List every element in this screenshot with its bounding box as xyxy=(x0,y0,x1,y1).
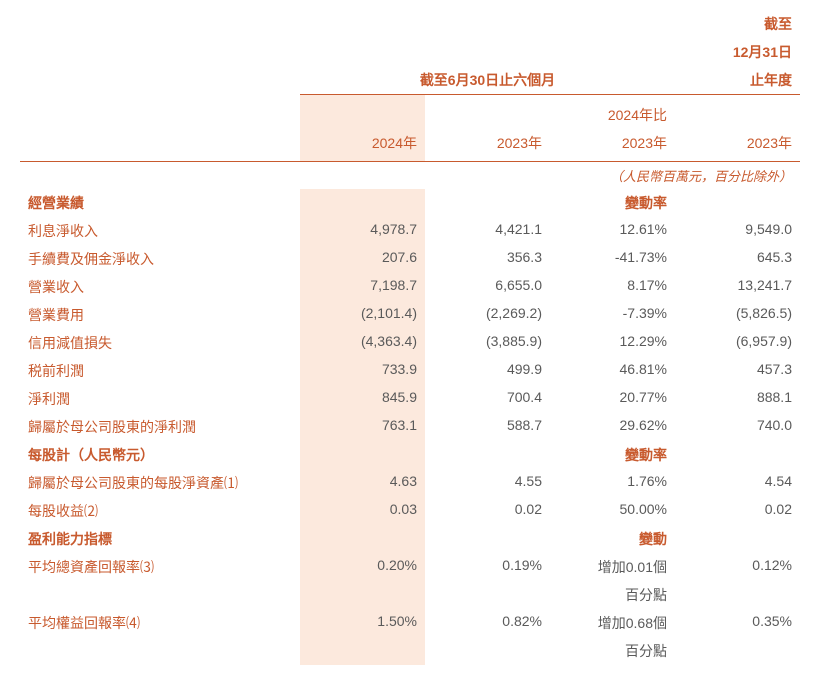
cell: -7.39% xyxy=(550,301,675,329)
cell: 1.50% xyxy=(300,609,425,637)
cell: 46.81% xyxy=(550,357,675,385)
table-row: 手續費及佣金淨收入 207.6 356.3 -41.73% 645.3 xyxy=(20,245,800,273)
hdr-top-right-1: 截至 xyxy=(675,10,800,38)
financial-table: 截至 12月31日 截至6月30日止六個月 止年度 2024年比 2024年 2… xyxy=(20,10,800,665)
change-rate-1: 變動率 xyxy=(550,189,675,217)
cell: 20.77% xyxy=(550,385,675,413)
row-label: 手續費及佣金淨收入 xyxy=(20,245,300,273)
cell: 4,421.1 xyxy=(425,217,550,245)
cell: 0.02 xyxy=(425,497,550,525)
table-row: 淨利潤 845.9 700.4 20.77% 888.1 xyxy=(20,385,800,413)
row-label: 營業收入 xyxy=(20,273,300,301)
cell: 0.03 xyxy=(300,497,425,525)
cell: 0.35% xyxy=(675,609,800,637)
cell: 增加0.01個 xyxy=(550,553,675,581)
hdr-2024: 2024年 xyxy=(300,129,425,162)
cell: 763.1 xyxy=(300,413,425,441)
cell: 1.76% xyxy=(550,469,675,497)
table-row: 百分點 xyxy=(20,581,800,609)
section-operating: 經營業績 xyxy=(20,189,300,217)
row-label: 利息淨收入 xyxy=(20,217,300,245)
cell: 0.82% xyxy=(425,609,550,637)
cell: (5,826.5) xyxy=(675,301,800,329)
cell: 12.61% xyxy=(550,217,675,245)
table-row: 歸屬於母公司股東的每股淨資產⑴ 4.63 4.55 1.76% 4.54 xyxy=(20,469,800,497)
unit-note: （人民幣百萬元，百分比除外） xyxy=(300,161,800,189)
cell: (6,957.9) xyxy=(675,329,800,357)
hdr-six-months: 截至6月30日止六個月 xyxy=(300,66,675,95)
cell: 6,655.0 xyxy=(425,273,550,301)
hdr-change-1: 2024年比 xyxy=(550,101,675,129)
row-label: 平均總資產回報率⑶ xyxy=(20,553,300,581)
cell: (3,885.9) xyxy=(425,329,550,357)
cell: 12.29% xyxy=(550,329,675,357)
change-label: 變動 xyxy=(550,525,675,553)
table-row: 平均總資產回報率⑶ 0.20% 0.19% 增加0.01個 0.12% xyxy=(20,553,800,581)
table-row: 每股收益⑵ 0.03 0.02 50.00% 0.02 xyxy=(20,497,800,525)
row-label: 歸屬於母公司股東的淨利潤 xyxy=(20,413,300,441)
cell: 8.17% xyxy=(550,273,675,301)
cell: 740.0 xyxy=(675,413,800,441)
hdr-2023: 2023年 xyxy=(425,129,550,162)
table-row: 營業費用 (2,101.4) (2,269.2) -7.39% (5,826.5… xyxy=(20,301,800,329)
table-row: 平均權益回報率⑷ 1.50% 0.82% 增加0.68個 0.35% xyxy=(20,609,800,637)
cell: 0.12% xyxy=(675,553,800,581)
cell: 7,198.7 xyxy=(300,273,425,301)
cell: 百分點 xyxy=(550,637,675,665)
cell: 588.7 xyxy=(425,413,550,441)
row-label: 淨利潤 xyxy=(20,385,300,413)
table-row: 營業收入 7,198.7 6,655.0 8.17% 13,241.7 xyxy=(20,273,800,301)
hdr-year-end: 止年度 xyxy=(675,66,800,95)
cell: 0.19% xyxy=(425,553,550,581)
change-rate-2: 變動率 xyxy=(550,441,675,469)
cell: 700.4 xyxy=(425,385,550,413)
row-label: 信用減值損失 xyxy=(20,329,300,357)
section-per-share: 每股計（人民幣元） xyxy=(20,441,300,469)
table-row: 税前利潤 733.9 499.9 46.81% 457.3 xyxy=(20,357,800,385)
row-label: 營業費用 xyxy=(20,301,300,329)
hdr-change-2: 2023年 xyxy=(550,129,675,162)
cell: 4.55 xyxy=(425,469,550,497)
row-label: 歸屬於母公司股東的每股淨資產⑴ xyxy=(20,469,300,497)
cell: 0.20% xyxy=(300,553,425,581)
cell: (2,101.4) xyxy=(300,301,425,329)
cell: 百分點 xyxy=(550,581,675,609)
cell: 733.9 xyxy=(300,357,425,385)
section-profitability: 盈利能力指標 xyxy=(20,525,300,553)
cell: 0.02 xyxy=(675,497,800,525)
cell: 356.3 xyxy=(425,245,550,273)
cell: 888.1 xyxy=(675,385,800,413)
hdr-fy2023: 2023年 xyxy=(675,129,800,162)
cell: 9,549.0 xyxy=(675,217,800,245)
cell: 207.6 xyxy=(300,245,425,273)
cell: 增加0.68個 xyxy=(550,609,675,637)
cell: 50.00% xyxy=(550,497,675,525)
cell: 845.9 xyxy=(300,385,425,413)
cell: (2,269.2) xyxy=(425,301,550,329)
cell: 4.54 xyxy=(675,469,800,497)
cell: 29.62% xyxy=(550,413,675,441)
table-row: 歸屬於母公司股東的淨利潤 763.1 588.7 29.62% 740.0 xyxy=(20,413,800,441)
cell: 645.3 xyxy=(675,245,800,273)
cell: (4,363.4) xyxy=(300,329,425,357)
row-label: 每股收益⑵ xyxy=(20,497,300,525)
hdr-top-right-2: 12月31日 xyxy=(675,38,800,66)
row-label: 税前利潤 xyxy=(20,357,300,385)
row-label: 平均權益回報率⑷ xyxy=(20,609,300,637)
cell: 4.63 xyxy=(300,469,425,497)
cell: 457.3 xyxy=(675,357,800,385)
table-row: 利息淨收入 4,978.7 4,421.1 12.61% 9,549.0 xyxy=(20,217,800,245)
cell: 13,241.7 xyxy=(675,273,800,301)
table-row: 百分點 xyxy=(20,637,800,665)
table-row: 信用減值損失 (4,363.4) (3,885.9) 12.29% (6,957… xyxy=(20,329,800,357)
cell: -41.73% xyxy=(550,245,675,273)
cell: 4,978.7 xyxy=(300,217,425,245)
cell: 499.9 xyxy=(425,357,550,385)
